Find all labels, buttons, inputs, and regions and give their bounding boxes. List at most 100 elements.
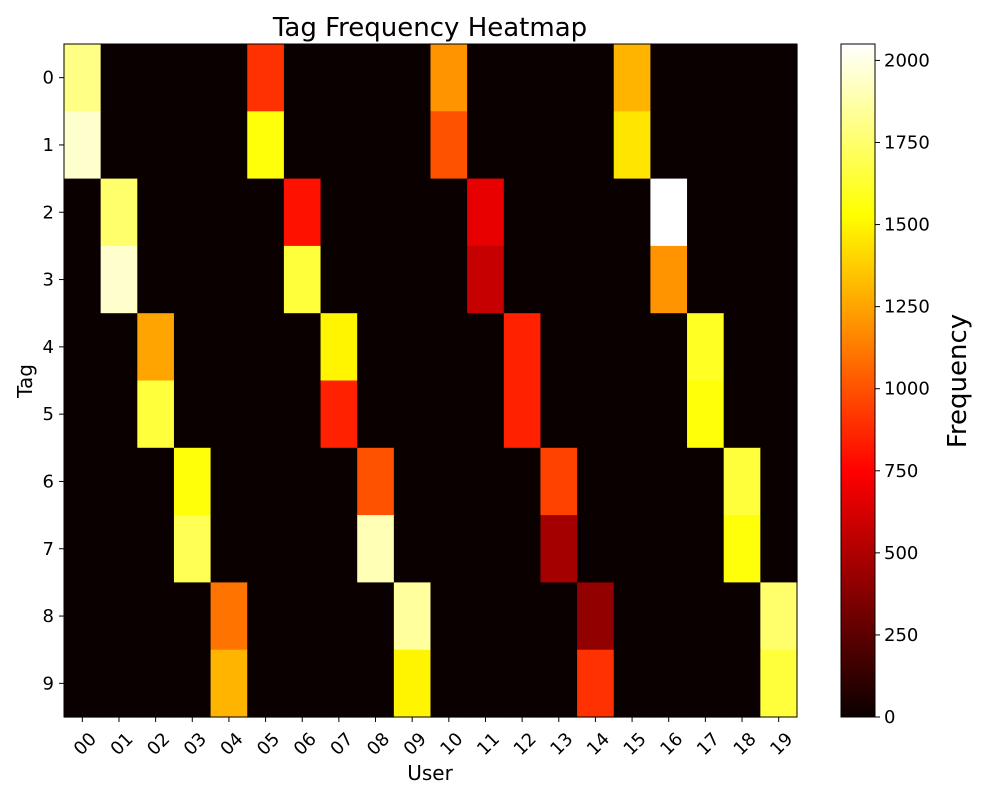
heatmap-cell [100,515,138,583]
heatmap-cell [64,178,102,247]
heatmap-cell [540,178,578,247]
x-axis-label: User [407,761,453,785]
x-tick-label: 11 [473,729,504,760]
heatmap-cell [64,380,102,449]
heatmap-cell [760,313,798,382]
heatmap-cell [173,447,212,516]
heatmap-cell [650,649,688,718]
heatmap-cell [577,44,615,112]
heatmap-cell [540,515,578,583]
x-tick-label: 09 [400,729,431,760]
heatmap-cell [723,582,761,651]
heatmap-cell [173,111,212,180]
heatmap-cell [467,582,505,651]
heatmap-cell [173,380,212,449]
x-tick-label: 15 [620,729,651,760]
heatmap-cell [393,111,432,180]
colorbar [840,43,876,718]
heatmap-cell [687,111,725,180]
heatmap-cell [137,649,175,718]
heatmap-cell [760,178,798,247]
heatmap-cell [467,380,505,449]
heatmap-cell [760,245,798,314]
heatmap-cell [137,447,175,516]
heatmap-cell [687,313,725,382]
heatmap-cell [540,582,578,651]
x-tick-label: 07 [326,729,357,760]
heatmap-cell [687,44,725,112]
heatmap-cell [503,515,542,583]
heatmap-cell [283,178,322,247]
heatmap-cell [210,178,248,247]
heatmap-cell [393,515,432,583]
heatmap-cell [320,245,358,314]
heatmap-cell [613,447,651,516]
heatmap-cell [577,380,615,449]
heatmap-cell [723,380,761,449]
y-tick-label: 4 [43,337,54,358]
heatmap-cell [430,380,468,449]
heatmap-cell [687,245,725,314]
heatmap-cell [577,582,615,651]
x-tick-label: 17 [693,729,724,760]
x-axis-ticks: 00 01 02 03 04 05 06 07 08 09 10 11 12 13 14 15 16 17 18 19 [70,717,797,760]
heatmap-cell [357,313,395,382]
heatmap-cell [650,44,688,112]
heatmap-cell [137,582,175,651]
heatmap-cell [137,178,175,247]
heatmap-cell [173,245,212,314]
heatmap-cell [357,44,395,112]
heatmap-cell [503,245,542,314]
heatmap-cell [650,380,688,449]
heatmap-cell [540,111,578,180]
y-tick-label: 1 [43,135,54,156]
heatmap-cell [283,515,322,583]
heatmap-cell [430,582,468,651]
heatmap-cell [357,515,395,583]
heatmap-cell [283,245,322,314]
heatmap-cell [760,44,798,112]
heatmap-cell [687,380,725,449]
heatmap-cell [357,447,395,516]
heatmap-cell [467,178,505,247]
heatmap-cell [320,111,358,180]
heatmap-cell [503,582,542,651]
heatmap-cell [393,245,432,314]
heatmap-cell [577,649,615,718]
colorbar-ticks: 0 250 500 750 1000 1250 1500 1750 2000 [875,50,930,728]
heatmap-cell [247,582,285,651]
heatmap-cell [760,111,798,180]
colorbar-tick-label: 500 [884,543,918,564]
heatmap-cell [430,245,468,314]
plot-frame [63,43,798,718]
heatmap-cell [760,515,798,583]
heatmap-cell [503,313,542,382]
heatmap-cell [210,515,248,583]
heatmap-cell [540,44,578,112]
y-tick-label: 8 [43,606,54,627]
heatmap-cell [173,582,212,651]
heatmap-cell [283,313,322,382]
heatmap-cell [577,447,615,516]
heatmap-cell [467,447,505,516]
heatmap-cell [650,313,688,382]
heatmap-cell [283,111,322,180]
heatmap-cell [577,178,615,247]
heatmap-cell [210,44,248,112]
heatmap-cell [320,44,358,112]
heatmap-cell [503,44,542,112]
y-tick-label: 6 [43,471,54,492]
heatmap-cell [467,245,505,314]
heatmap-cell [320,515,358,583]
heatmap-cell [613,111,651,180]
heatmap-cell [247,380,285,449]
heatmap-cell [64,582,102,651]
heatmap-cell [357,178,395,247]
heatmap-cell [247,111,285,180]
heatmap-cell [723,447,761,516]
heatmap-cell [283,44,322,112]
heatmap-cell [64,313,102,382]
heatmap-cell [247,245,285,314]
colorbar-tick-label: 1250 [884,297,930,318]
